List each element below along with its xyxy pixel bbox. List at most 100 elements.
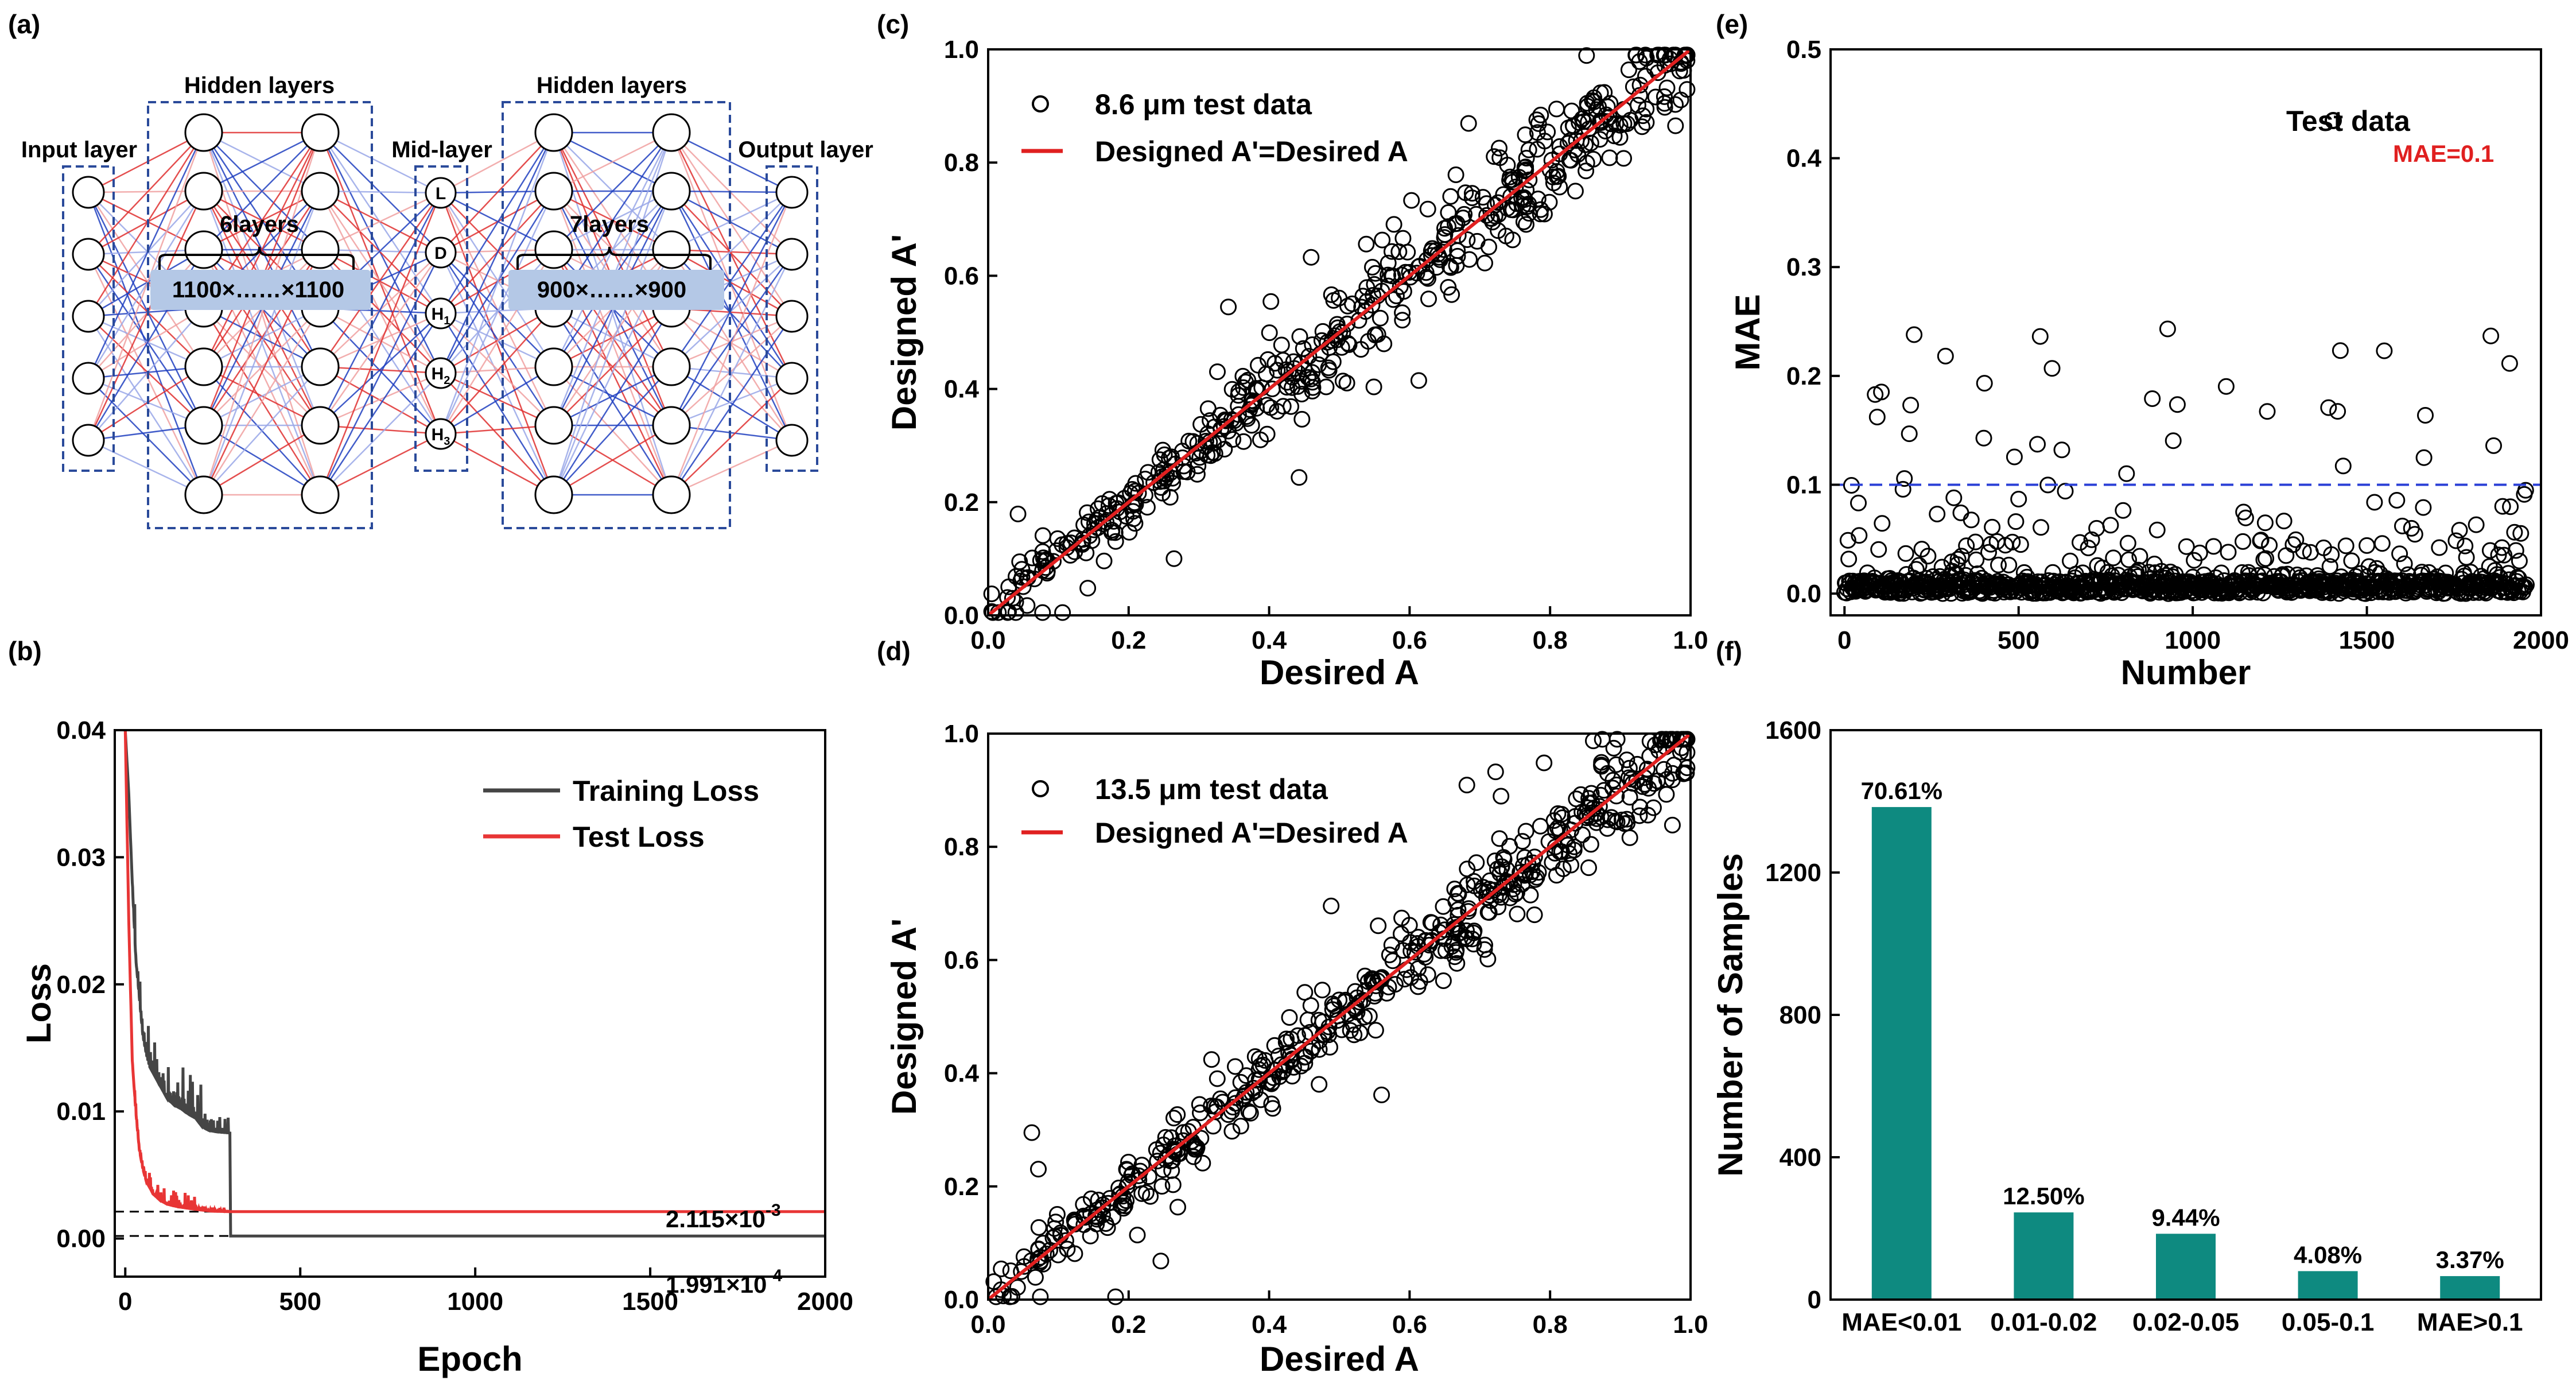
network-link (671, 249, 792, 255)
scatter-c-data-point (1026, 571, 1043, 587)
mae-data-point (2321, 558, 2338, 575)
histogram-x-tick-label: MAE>0.1 (2417, 1308, 2523, 1336)
network-link (203, 366, 321, 427)
scatter-c-data-point (1517, 161, 1534, 179)
output-layer-label: Output layer (738, 137, 873, 162)
scatter-d-data-point (1448, 941, 1465, 959)
scatter-d-data-point (1292, 1057, 1310, 1075)
scatter-c-data-point (1103, 524, 1120, 541)
scatter-d-data-point (1459, 860, 1476, 878)
scatter-d-data-point (1446, 881, 1463, 898)
scatter-c-data-point (1491, 139, 1507, 157)
loss-legend: Training Loss Test Loss (483, 775, 759, 853)
scatter-d-data-point (1384, 952, 1401, 970)
scatter-c-data-point (1515, 214, 1532, 230)
network-link (320, 313, 441, 426)
scatter-c-data-point (1085, 521, 1102, 538)
mae-data-point (2261, 537, 2278, 554)
network-link (320, 308, 441, 435)
scatter-c-data-point (1463, 185, 1481, 202)
scatter-d-data-point (1409, 978, 1427, 995)
scatter-c-data-point (1295, 340, 1312, 357)
scatter-d-data-point (1057, 1232, 1074, 1249)
scatter-c-data-point (1504, 231, 1521, 249)
hidden-layers-box-1 (147, 101, 373, 529)
mae-data-point (2012, 536, 2029, 553)
histogram-bar-label: 3.37% (2436, 1246, 2504, 1273)
scatter-d-data-point (1493, 889, 1510, 906)
scatter-d-data-point (1186, 1137, 1203, 1154)
scatter-d-data-point (1130, 1167, 1147, 1184)
output-layer-box (766, 165, 818, 472)
scatter-d-data-point (1487, 763, 1504, 781)
scatter-c-data-point (1161, 488, 1179, 506)
scatter-d-data-point (1027, 1269, 1044, 1286)
mae-data-point (2511, 552, 2528, 569)
mae-data-point (2007, 513, 2025, 530)
scatter-d-data-point (985, 1273, 1003, 1290)
mae-data-point (2252, 532, 2270, 549)
scatter-c-data-point (1399, 243, 1416, 261)
mae-data-point (1839, 532, 1856, 549)
scatter-d-data-point (1311, 1076, 1328, 1093)
scatter-d-data-point (1378, 984, 1396, 1002)
scatter-d-data-point (1526, 906, 1543, 924)
network-node (425, 177, 457, 209)
mae-data-point (1870, 541, 1887, 558)
mae-data-point (2120, 551, 2137, 568)
network-link (87, 192, 205, 426)
mid-node-label: D (434, 244, 447, 263)
scatter-c-x-tick-label: 0.0 (970, 626, 1005, 654)
scatter-d-data-point (1658, 786, 1675, 803)
scatter-d-data-point (1282, 1046, 1299, 1064)
scatter-c-data-point (1079, 580, 1097, 597)
scatter-c-data-point (1499, 157, 1516, 173)
scatter-d-data-point (1320, 1018, 1338, 1036)
scatter-d-data-point (1645, 799, 1662, 816)
scatter-d-x-tick-label: 0.4 (1252, 1311, 1287, 1339)
scatter-d-data-point (1565, 838, 1583, 855)
scatter-c-data-point (1139, 499, 1156, 516)
scatter-d-data-point (1582, 836, 1599, 853)
mae-data-point (1976, 375, 1993, 392)
scatter-c-data-point (1303, 249, 1320, 266)
scatter-d-y-tick-label: 0.0 (944, 1286, 979, 1314)
panel-label-c: (c) (877, 9, 909, 39)
scatter-d-data-point (1481, 904, 1498, 921)
scatter-c-data-point (1095, 552, 1113, 569)
mae-data-point (2159, 320, 2176, 338)
mae-data-point (2457, 537, 2474, 555)
scatter-c-data-point (1629, 96, 1646, 114)
scatter-d-data-point (1493, 858, 1510, 875)
scatter-d-data-point (1373, 1086, 1390, 1103)
network-node (775, 238, 809, 271)
scatter-c-data-point (1490, 222, 1507, 239)
scatter-c-data-point (1440, 204, 1457, 221)
mae-chart-frame (1829, 48, 2542, 617)
network-node (301, 406, 340, 445)
mae-x-tick-label: 1500 (2339, 626, 2395, 654)
training-loss-annotation: 1.991×10-4 (666, 1266, 782, 1298)
scatter-c-data-point (999, 604, 1016, 621)
histogram-y-tick-label: 0 (1808, 1286, 1821, 1314)
network-link (671, 366, 792, 441)
scatter-c-data-point (1213, 420, 1230, 437)
network-link (88, 377, 204, 427)
hidden-layers-box-2 (502, 101, 731, 529)
scatter-d-data-point (1583, 794, 1600, 811)
network-link (203, 424, 321, 496)
scatter-d-data-point (1645, 775, 1662, 792)
scatter-d-data-point (1194, 1154, 1211, 1172)
scatter-c-data-point (1304, 382, 1321, 400)
network-link (440, 191, 555, 435)
network-node (652, 230, 691, 269)
mae-data-point (1945, 489, 1963, 506)
mae-data-point (1958, 537, 1975, 555)
scatter-d-data-point (1435, 972, 1452, 989)
scatter-d-data-point (1621, 829, 1638, 846)
mae-data-point (2415, 499, 2432, 516)
scatter-d-data-point (1331, 991, 1348, 1009)
network-node (301, 113, 340, 152)
scatter-d-data-point (1322, 1038, 1338, 1056)
